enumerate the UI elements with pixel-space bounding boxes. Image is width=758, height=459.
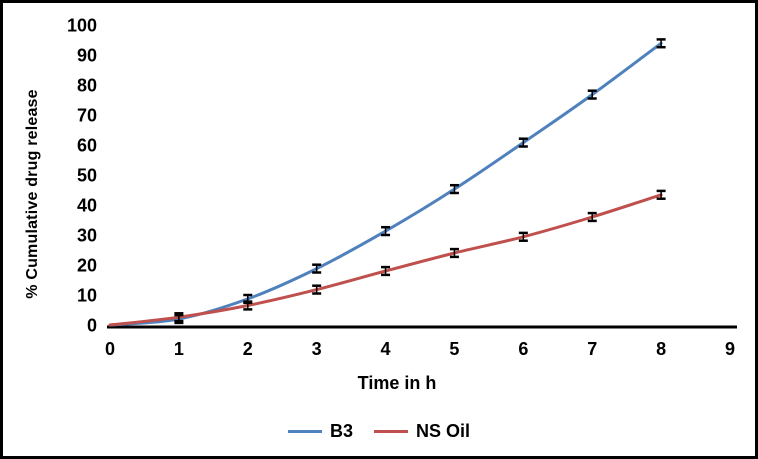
x-tick-label: 1 bbox=[174, 339, 184, 359]
y-tick-label: 30 bbox=[77, 226, 97, 246]
error-bar-b3 bbox=[587, 89, 597, 100]
y-tick-label: 0 bbox=[87, 316, 97, 336]
legend: B3 NS Oil bbox=[3, 421, 755, 442]
x-tick-label: 9 bbox=[725, 339, 735, 359]
y-tick-label: 40 bbox=[77, 196, 97, 216]
legend-line-sample-b3 bbox=[287, 430, 322, 433]
y-tick-label: 10 bbox=[77, 286, 97, 306]
y-tick-label: 80 bbox=[77, 76, 97, 96]
y-tick-label: 90 bbox=[77, 46, 97, 66]
y-tick-label: 70 bbox=[77, 106, 97, 126]
error-bar-b3 bbox=[312, 263, 322, 274]
error-bar-b3 bbox=[656, 38, 666, 49]
x-axis-title: Time in h bbox=[357, 373, 437, 393]
error-bar-ns-oil bbox=[174, 312, 184, 323]
x-tick-label: 6 bbox=[518, 339, 528, 359]
error-bar-ns-oil bbox=[312, 284, 322, 295]
legend-item-b3: B3 bbox=[287, 421, 353, 442]
x-tick-label: 5 bbox=[449, 339, 459, 359]
error-bar-ns-oil bbox=[656, 189, 666, 200]
error-bar-ns-oil bbox=[449, 247, 459, 259]
x-tick-label: 4 bbox=[381, 339, 391, 359]
error-bar-ns-oil bbox=[518, 231, 528, 242]
y-tick-label: 100 bbox=[67, 16, 97, 36]
error-bar-b3 bbox=[381, 225, 391, 237]
error-bar-ns-oil bbox=[587, 211, 597, 223]
x-tick-label: 0 bbox=[105, 339, 115, 359]
y-axis-title: % Cumulative drug release bbox=[24, 89, 41, 299]
y-tick-label: 50 bbox=[77, 166, 97, 186]
error-bar-b3 bbox=[518, 137, 528, 148]
legend-item-ns-oil: NS Oil bbox=[374, 421, 470, 442]
y-tick-label: 20 bbox=[77, 256, 97, 276]
series-line-ns-oil bbox=[108, 193, 663, 327]
x-tick-label: 8 bbox=[656, 339, 666, 359]
error-bar-ns-oil bbox=[381, 265, 391, 277]
series-line-b3 bbox=[108, 41, 663, 327]
error-bar-ns-oil bbox=[243, 300, 253, 311]
x-tick-label: 2 bbox=[243, 339, 253, 359]
legend-label-b3: B3 bbox=[329, 421, 353, 441]
legend-label-ns-oil: NS Oil bbox=[416, 421, 471, 441]
legend-line-sample-ns-oil bbox=[374, 430, 408, 433]
error-bar-b3 bbox=[449, 183, 459, 195]
plot-area: 0 10 20 30 40 50 60 70 80 90 100 0 1 2 3 4 5 6 7 8 9 bbox=[67, 16, 737, 359]
x-tick-label: 7 bbox=[587, 339, 597, 359]
x-tick-label: 3 bbox=[312, 339, 322, 359]
y-tick-label: 60 bbox=[77, 136, 97, 156]
